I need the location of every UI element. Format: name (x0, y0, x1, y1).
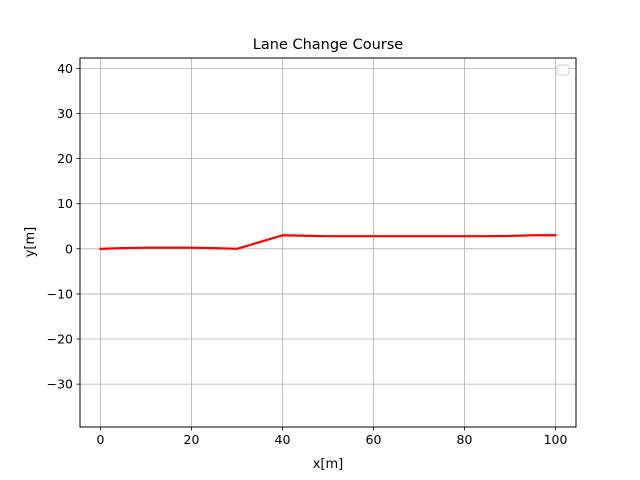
axis-ticks: 0 20 40 60 80 100 −30 −20 −10 0 10 20 30 40 (47, 61, 568, 447)
y-tick-label: 30 (57, 106, 73, 121)
y-tick-label: 40 (57, 61, 73, 76)
x-tick-label: 80 (457, 432, 473, 447)
y-tick-label: −20 (47, 332, 73, 347)
y-axis-label: y[m] (23, 227, 38, 258)
x-axis-label: x[m] (313, 457, 344, 472)
chart-title: Lane Change Course (253, 37, 404, 53)
y-tick-label: −10 (47, 286, 73, 301)
plot-frame (79, 57, 577, 428)
legend-box (556, 64, 570, 76)
y-tick-label: 20 (57, 151, 73, 166)
y-tick-label: 10 (57, 196, 73, 211)
x-tick-label: 100 (544, 432, 568, 447)
x-tick-label: 0 (97, 432, 105, 447)
grid (80, 58, 576, 427)
series-layer (99, 234, 557, 250)
x-tick-label: 20 (184, 432, 200, 447)
x-tick-label: 40 (275, 432, 291, 447)
course-line (99, 234, 557, 250)
y-tick-label: 0 (65, 241, 73, 256)
x-tick-label: 60 (366, 432, 382, 447)
y-tick-label: −30 (47, 377, 73, 392)
